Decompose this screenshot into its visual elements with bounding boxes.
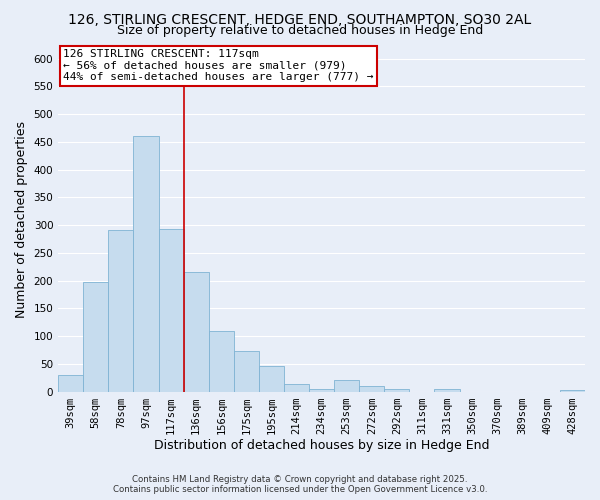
Bar [83, 282, 109, 392]
Bar [109, 230, 133, 392]
Text: Contains HM Land Registry data © Crown copyright and database right 2025.
Contai: Contains HM Land Registry data © Crown c… [113, 474, 487, 494]
Bar [234, 351, 259, 392]
Text: 126, STIRLING CRESCENT, HEDGE END, SOUTHAMPTON, SO30 2AL: 126, STIRLING CRESCENT, HEDGE END, SOUTH… [68, 12, 532, 26]
Bar [309, 389, 334, 392]
X-axis label: Distribution of detached houses by size in Hedge End: Distribution of detached houses by size … [154, 440, 490, 452]
Bar [58, 375, 83, 392]
Text: 126 STIRLING CRESCENT: 117sqm
← 56% of detached houses are smaller (979)
44% of : 126 STIRLING CRESCENT: 117sqm ← 56% of d… [64, 49, 374, 82]
Bar [184, 272, 209, 392]
Text: Size of property relative to detached houses in Hedge End: Size of property relative to detached ho… [117, 24, 483, 37]
Bar [560, 390, 585, 392]
Bar [434, 389, 460, 392]
Bar [158, 229, 184, 392]
Bar [359, 386, 385, 392]
Bar [133, 136, 158, 392]
Bar [385, 390, 409, 392]
Bar [334, 380, 359, 392]
Y-axis label: Number of detached properties: Number of detached properties [15, 121, 28, 318]
Bar [259, 366, 284, 392]
Bar [209, 330, 234, 392]
Bar [284, 384, 309, 392]
